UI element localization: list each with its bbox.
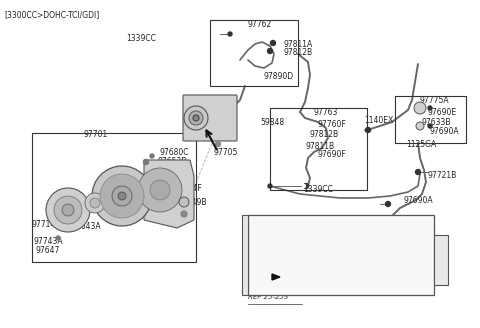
Circle shape [416, 122, 424, 130]
Circle shape [414, 102, 426, 114]
Text: 97743A: 97743A [34, 237, 64, 246]
Text: 97633B: 97633B [421, 118, 451, 127]
Bar [395, 96, 466, 143]
Text: 97775A: 97775A [420, 96, 450, 105]
Text: 97643E: 97643E [96, 186, 125, 195]
Bar [248, 215, 434, 295]
Text: 97690E: 97690E [428, 108, 457, 117]
Circle shape [302, 184, 305, 188]
Circle shape [271, 40, 276, 46]
Circle shape [385, 201, 391, 207]
Text: 97701: 97701 [84, 130, 108, 139]
Circle shape [193, 115, 199, 121]
Circle shape [85, 193, 105, 213]
Circle shape [428, 106, 432, 110]
Circle shape [92, 166, 152, 226]
Text: 1339CC: 1339CC [126, 34, 156, 43]
Text: 97812B: 97812B [310, 130, 339, 139]
Circle shape [150, 154, 154, 158]
Circle shape [228, 32, 232, 36]
Text: 97644C: 97644C [52, 206, 82, 215]
Text: 97812B: 97812B [283, 48, 312, 57]
Text: 1125GA: 1125GA [406, 140, 436, 149]
Circle shape [46, 188, 90, 232]
Circle shape [144, 159, 148, 165]
Text: 97643A: 97643A [72, 222, 102, 231]
Text: 97690A: 97690A [403, 196, 432, 205]
Circle shape [216, 141, 220, 147]
Circle shape [138, 168, 182, 212]
Bar [210, 20, 298, 86]
Text: 97690F: 97690F [317, 150, 346, 159]
Bar [242, 215, 248, 295]
Circle shape [112, 186, 132, 206]
Text: 97811B: 97811B [305, 142, 334, 151]
Circle shape [56, 236, 60, 240]
Circle shape [268, 184, 272, 188]
Text: 97674F: 97674F [174, 184, 203, 193]
Circle shape [150, 180, 170, 200]
Text: 97721B: 97721B [428, 171, 457, 180]
Text: 97890D: 97890D [199, 105, 229, 114]
Text: 97749B: 97749B [178, 198, 207, 207]
Polygon shape [272, 274, 280, 280]
Text: 97811A: 97811A [283, 40, 312, 49]
Circle shape [428, 124, 432, 128]
Text: FR.: FR. [258, 277, 276, 287]
Text: 97714A: 97714A [32, 220, 61, 229]
Circle shape [365, 128, 371, 133]
Text: 97707C: 97707C [118, 186, 148, 195]
Text: 97680C: 97680C [159, 148, 189, 157]
Text: 59848: 59848 [260, 118, 284, 127]
Text: 1140EX: 1140EX [364, 116, 393, 125]
Circle shape [181, 211, 187, 217]
Circle shape [267, 49, 273, 53]
Circle shape [184, 106, 208, 130]
Circle shape [90, 198, 100, 208]
Text: REF 25-253: REF 25-253 [248, 294, 288, 300]
Text: 97762: 97762 [248, 20, 272, 29]
Circle shape [118, 192, 126, 200]
Text: 97763: 97763 [313, 108, 337, 117]
Text: 97652B: 97652B [157, 157, 186, 166]
Text: 1339CC: 1339CC [303, 185, 333, 194]
Text: 97890D: 97890D [263, 72, 293, 81]
Circle shape [179, 197, 189, 207]
Circle shape [62, 204, 74, 216]
FancyBboxPatch shape [183, 95, 237, 141]
Polygon shape [144, 160, 194, 228]
Circle shape [54, 196, 82, 224]
Text: 97705: 97705 [213, 148, 238, 157]
Text: 97647: 97647 [36, 246, 60, 255]
Bar [434, 235, 448, 285]
Text: 97690A: 97690A [430, 127, 460, 136]
Circle shape [100, 174, 144, 218]
Circle shape [416, 170, 420, 174]
Circle shape [189, 111, 203, 125]
Text: 97760F: 97760F [318, 120, 347, 129]
Circle shape [303, 183, 309, 189]
Text: [3300CC>DOHC-TCI/GDI]: [3300CC>DOHC-TCI/GDI] [4, 10, 99, 19]
Bar [270, 108, 367, 190]
Bar [32, 133, 196, 262]
